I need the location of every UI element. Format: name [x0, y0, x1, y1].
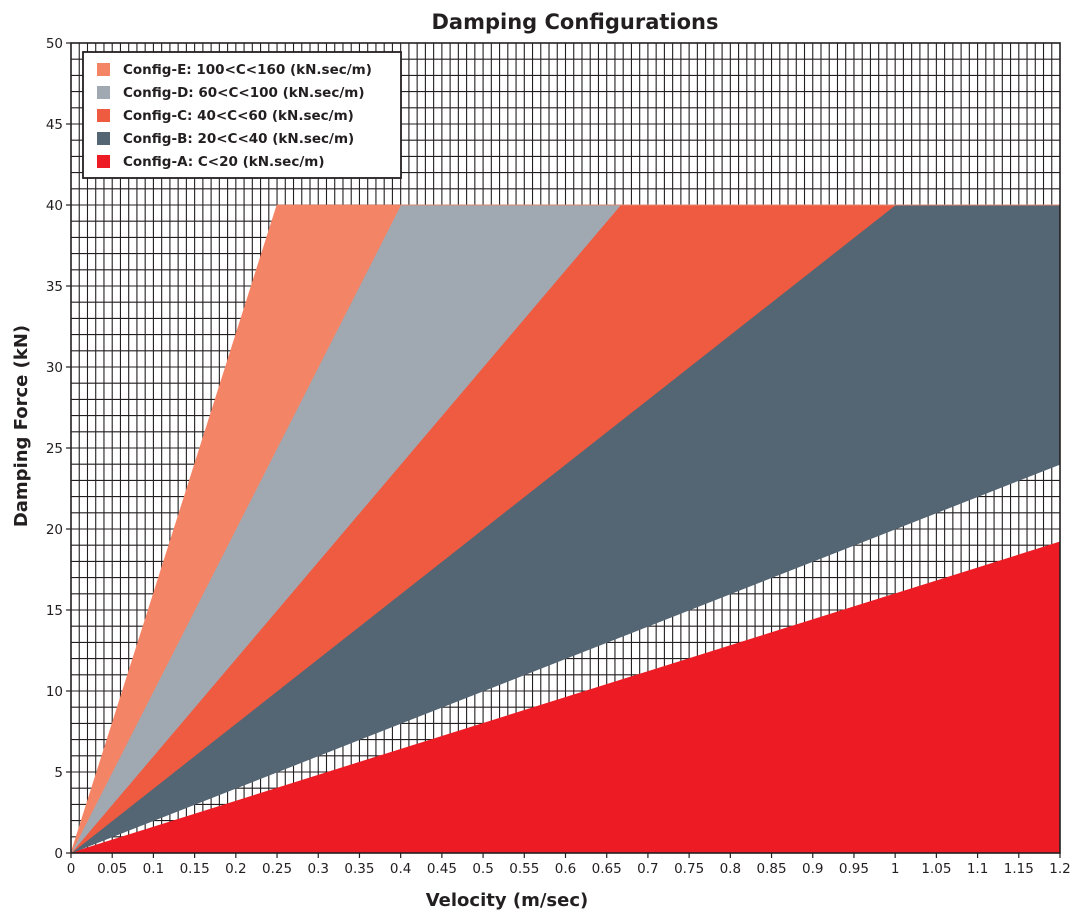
x-tick-label: 0	[67, 861, 76, 877]
x-axis-ticks: 0 0.05 0.1 0.15 0.2 0.25 0.3 0.35 0.4 0.45 0.5 0.55…	[67, 853, 1071, 877]
y-tick-label: 20	[46, 522, 63, 538]
legend-swatch	[97, 63, 110, 76]
x-tick-label: 0.85	[757, 861, 787, 877]
legend-swatch	[97, 86, 110, 99]
legend-label: Config-A: C<20 (kN.sec/m)	[123, 154, 325, 170]
legend: Config-E: 100<C<160 (kN.sec/m) Config-D: …	[82, 51, 402, 179]
y-tick-label: 0	[54, 846, 63, 862]
x-tick-label: 1.1	[967, 861, 988, 877]
legend-label: Config-E: 100<C<160 (kN.sec/m)	[123, 62, 372, 78]
x-tick-label: 0.95	[839, 861, 869, 877]
y-axis-label: Damping Force (kN)	[11, 325, 32, 527]
x-axis-label: Velocity (m/sec)	[426, 890, 589, 911]
plot-area	[70, 42, 1061, 854]
x-tick-label: 0.45	[427, 861, 457, 877]
x-tick-label: 1.2	[1049, 861, 1070, 877]
x-tick-label: 0.15	[180, 861, 210, 877]
legend-box	[82, 51, 402, 179]
x-tick-label: 1	[891, 861, 900, 877]
y-tick-label: 5	[54, 765, 63, 781]
x-tick-label: 0.9	[802, 861, 823, 877]
y-tick-label: 40	[46, 198, 63, 214]
x-tick-label: 0.3	[308, 861, 329, 877]
legend-swatch	[97, 132, 110, 145]
x-tick-label: 0.05	[97, 861, 127, 877]
legend-label: Config-B: 20<C<40 (kN.sec/m)	[123, 131, 354, 147]
y-tick-label: 35	[46, 279, 63, 295]
x-tick-label: 0.5	[472, 861, 493, 877]
x-tick-label: 0.55	[509, 861, 539, 877]
x-tick-label: 1.15	[1004, 861, 1034, 877]
x-tick-label: 0.75	[674, 861, 704, 877]
legend-label: Config-D: 60<C<100 (kN.sec/m)	[123, 85, 365, 101]
x-tick-label: 0.8	[720, 861, 741, 877]
x-tick-label: 0.65	[592, 861, 622, 877]
legend-label: Config-C: 40<C<60 (kN.sec/m)	[123, 108, 354, 124]
x-tick-label: 0.25	[262, 861, 292, 877]
x-tick-label: 0.6	[555, 861, 576, 877]
x-tick-label: 0.7	[637, 861, 658, 877]
y-tick-label: 15	[46, 603, 63, 619]
x-tick-label: 0.1	[143, 861, 164, 877]
x-tick-label: 0.2	[225, 861, 246, 877]
y-tick-label: 50	[46, 36, 63, 52]
chart-title: Damping Configurations	[432, 10, 719, 34]
y-tick-label: 45	[46, 117, 63, 133]
y-tick-label: 30	[46, 360, 63, 376]
y-tick-label: 25	[46, 441, 63, 457]
x-tick-label: 0.4	[390, 861, 411, 877]
legend-swatch	[97, 155, 110, 168]
x-tick-label: 1.05	[921, 861, 951, 877]
area-config-e	[70, 204, 1060, 854]
y-tick-label: 10	[46, 684, 63, 700]
y-axis-ticks: 0 5 10 15 20 25 30 35 40 45 50	[46, 36, 71, 862]
x-tick-label: 0.35	[344, 861, 374, 877]
legend-swatch	[97, 109, 110, 122]
